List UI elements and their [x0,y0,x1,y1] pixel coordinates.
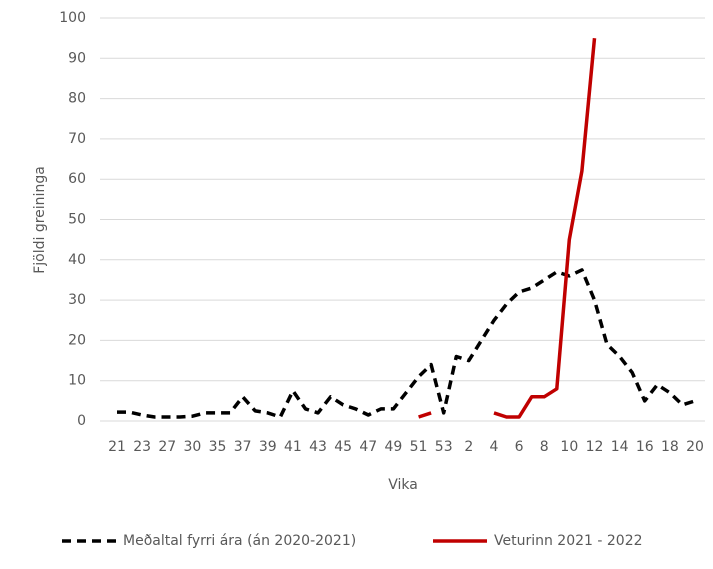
x-axis-title: Vika [388,477,418,493]
x-tick-label: 39 [259,439,277,455]
x-tick-label: 47 [359,439,377,455]
data-line [117,268,696,419]
y-tick-label: 30 [68,292,86,308]
legend-label: Veturinn 2021 - 2022 [494,533,643,549]
x-tick-label: 8 [540,439,549,455]
y-axis-title: Fjöldi greininga [32,166,48,274]
y-tick-label: 40 [68,252,86,268]
x-tick-label: 23 [133,439,151,455]
y-tick-label: 50 [68,212,86,228]
x-tick-label: 30 [183,439,201,455]
x-tick-label: 6 [515,439,524,455]
x-tick-label: 21 [108,439,126,455]
x-tick-label: 12 [586,439,604,455]
data-line [418,38,597,419]
y-tick-label: 100 [59,10,86,26]
x-tick-label: 53 [435,439,453,455]
x-tick-label: 20 [686,439,704,455]
y-tick-label: 90 [68,50,86,66]
x-tick-label: 37 [234,439,252,455]
x-tick-label: 14 [611,439,629,455]
y-tick-label: 20 [68,332,86,348]
x-tick-label: 51 [410,439,428,455]
y-tick-label: 80 [68,91,86,107]
x-tick-label: 27 [158,439,176,455]
y-tick-label: 10 [68,373,86,389]
x-tick-label: 43 [309,439,327,455]
x-tick-label: 49 [385,439,403,455]
x-tick-label: 45 [334,439,352,455]
x-tick-label: 41 [284,439,302,455]
y-tick-label: 70 [68,131,86,147]
x-tick-label: 2 [464,439,473,455]
x-tick-label: 16 [636,439,654,455]
y-tick-label: 0 [77,413,86,429]
x-tick-label: 10 [560,439,578,455]
legend-label: Meðaltal fyrri ára (án 2020-2021) [123,533,356,549]
x-tick-label: 4 [489,439,498,455]
y-tick-label: 60 [68,171,86,187]
x-tick-label: 18 [661,439,679,455]
x-tick-label: 35 [209,439,227,455]
